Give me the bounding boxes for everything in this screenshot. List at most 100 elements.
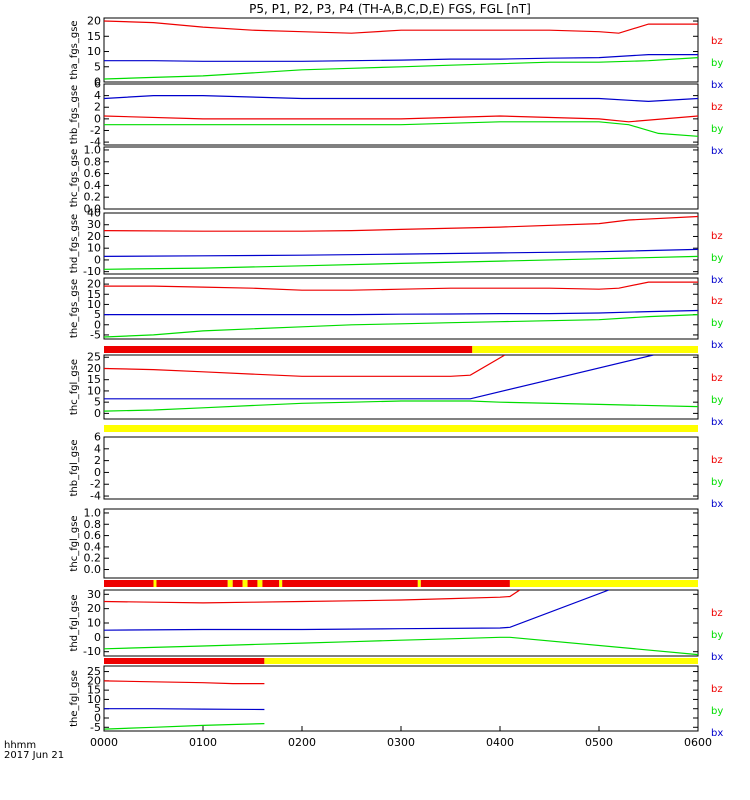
series-line-by: [104, 57, 698, 80]
legend-bz: bz: [711, 36, 723, 47]
y-tick-label: 0.8: [84, 155, 102, 168]
y-tick-label: 20: [87, 278, 101, 291]
panel-frame: [103, 354, 699, 420]
status-segment: [262, 580, 280, 587]
y-tick-label: 0.0: [84, 563, 102, 576]
series-line-by: [104, 636, 698, 656]
series-line-bx: [104, 309, 698, 316]
legend-bz: bz: [711, 231, 723, 242]
y-tick-label: 25: [87, 665, 101, 678]
series-line-bx: [104, 53, 698, 62]
y-tick-label: 10: [87, 384, 101, 397]
legend-bx: bx: [711, 417, 723, 428]
y-tick-label: 5: [94, 308, 101, 321]
y-tick-label: 15: [87, 30, 101, 43]
legend-bz: bz: [711, 608, 723, 619]
y-tick-label: 10: [87, 693, 101, 706]
legend-bz: bz: [711, 455, 723, 466]
legend-bz: bz: [711, 296, 723, 307]
y-tick-label: 0: [94, 318, 101, 331]
y-tick-label: 0: [94, 76, 101, 89]
status-segment: [472, 346, 698, 353]
y-tick-label: 20: [87, 674, 101, 687]
panel-thc_fgl_gse: 0.00.20.40.60.81.0 thc_fgl_gse: [69, 506, 699, 579]
y-tick-label: 0: [94, 712, 101, 725]
y-tick-label: 40: [87, 207, 101, 220]
series-line-by: [104, 314, 698, 338]
status-segment: [153, 580, 157, 587]
y-tick-label: -2: [90, 478, 101, 491]
legend-bx: bx: [711, 146, 723, 157]
status-bar-3: [104, 580, 698, 587]
panel-thc_fgs_gse: 0.00.20.40.60.81.0 thc_fgs_gse: [69, 143, 699, 216]
panel-frame: [103, 146, 699, 210]
y-tick-label: 0.2: [84, 191, 102, 204]
series-line-by: [104, 400, 698, 412]
status-segment: [242, 580, 248, 587]
x-tick-label: 0100: [189, 736, 217, 749]
series-line-bz: [104, 215, 698, 232]
series-line-bx: [104, 355, 654, 400]
y-tick-label: -4: [90, 136, 101, 149]
footer-hhmm-label: hhmm: [4, 740, 36, 751]
y-tick-label: 4: [94, 442, 101, 455]
y-axis-label: thd_fgs_gse: [69, 214, 80, 273]
legend-bz: bz: [711, 102, 723, 113]
x-tick-label: 0400: [486, 736, 514, 749]
status-bar-2: [104, 425, 698, 432]
panel-frame: [103, 277, 699, 340]
y-tick-label: -5: [90, 328, 101, 341]
y-tick-label: 0: [94, 253, 101, 266]
status-segment: [279, 580, 283, 587]
y-axis-label: thc_fgl_gse: [69, 515, 80, 571]
y-tick-label: 10: [87, 298, 101, 311]
series-line-bx: [104, 708, 265, 711]
status-bar-1: [104, 346, 698, 353]
y-axis-label: thb_fgs_gse: [69, 85, 80, 144]
y-tick-label: 6: [94, 431, 101, 444]
y-axis-label: thb_fgl_gse: [69, 440, 80, 497]
y-tick-label: 20: [87, 230, 101, 243]
y-tick-label: 2: [94, 454, 101, 467]
series-line-bx: [104, 590, 610, 631]
panel-frame: [103, 212, 699, 275]
status-segment: [104, 658, 265, 664]
status-segment: [264, 658, 698, 664]
y-tick-label: 0: [94, 631, 101, 644]
status-bar-group: [104, 346, 698, 664]
legend-by: by: [711, 124, 723, 135]
y-tick-label: 0: [94, 112, 101, 125]
y-axis-label: thd_fgl_gse: [69, 595, 80, 652]
legend-by: by: [711, 318, 723, 329]
legend-bz: bz: [711, 373, 723, 384]
status-segment: [257, 580, 263, 587]
panel-frame: [103, 665, 699, 732]
panel-tha_fgs_gse: 0 5 10 15 20 tha_fgs_gse bz by bx: [69, 15, 723, 91]
series-line-bx: [104, 94, 698, 103]
panel-frame: [103, 436, 699, 500]
series-line-by: [104, 121, 698, 137]
legend-by: by: [711, 706, 723, 717]
legend-bx: bx: [711, 80, 723, 91]
legend-bx: bx: [711, 728, 723, 739]
status-segment: [227, 580, 233, 587]
y-tick-label: -4: [90, 490, 101, 503]
y-tick-label: -5: [90, 721, 101, 734]
status-segment: [420, 580, 510, 587]
y-axis-label: the_fgs_gse: [69, 279, 80, 338]
legend-by: by: [711, 58, 723, 69]
y-tick-label: 5: [94, 396, 101, 409]
series-line-bz: [104, 680, 265, 685]
y-tick-label: 15: [87, 373, 101, 386]
y-tick-label: 30: [87, 218, 101, 231]
y-axis-label: the_fgl_gse: [69, 670, 80, 727]
y-tick-label: -2: [90, 124, 101, 137]
x-axis: 0000 0100 0200 0300 0400 0500 0600: [90, 726, 712, 749]
y-tick-label: 4: [94, 89, 101, 102]
